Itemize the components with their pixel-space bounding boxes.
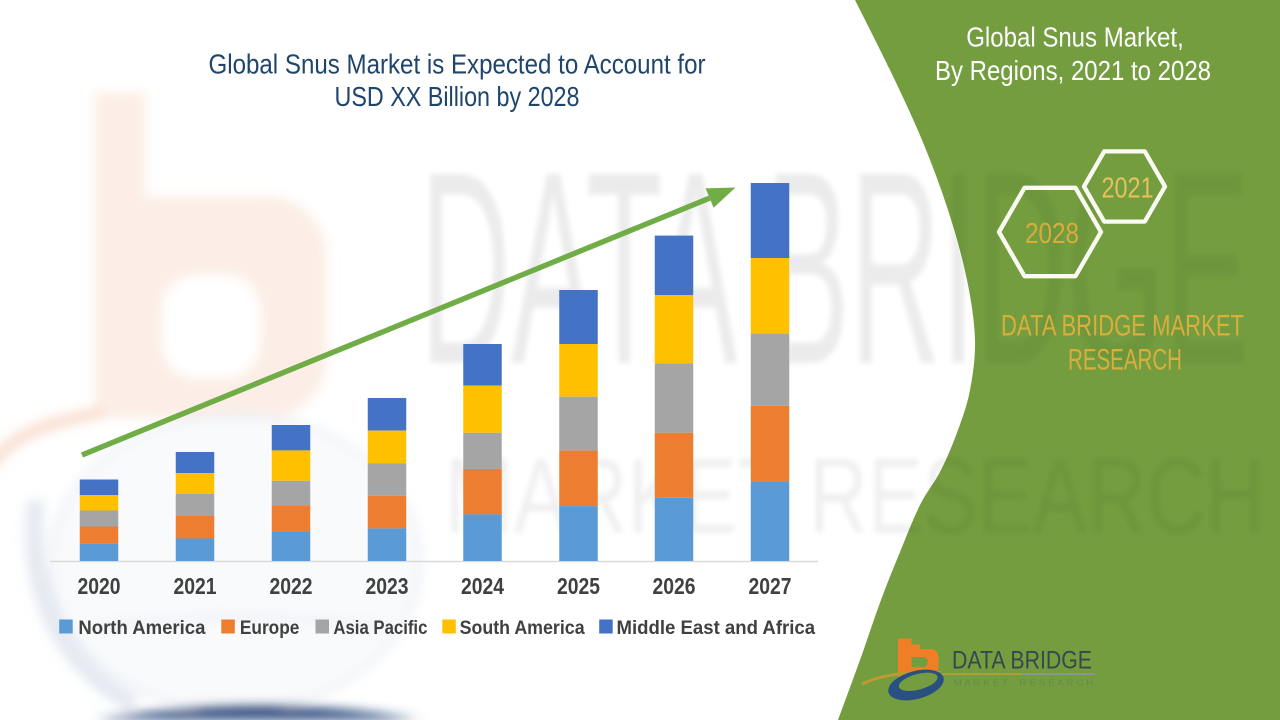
svg-text:North America: North America	[78, 617, 205, 639]
svg-text:MARKET RESEARCH: MARKET RESEARCH	[445, 435, 1265, 556]
svg-text:DATA BRIDGE: DATA BRIDGE	[420, 115, 1249, 422]
svg-text:RESEARCH: RESEARCH	[1068, 343, 1182, 376]
svg-text:Europe: Europe	[240, 617, 300, 639]
svg-text:2026: 2026	[653, 573, 696, 599]
svg-text:USD XX Billion by 2028: USD XX Billion by 2028	[335, 81, 580, 112]
svg-text:2024: 2024	[461, 573, 504, 599]
svg-text:2022: 2022	[270, 573, 313, 599]
svg-text:By Regions, 2021 to 2028: By Regions, 2021 to 2028	[935, 55, 1211, 86]
svg-text:South America: South America	[460, 617, 585, 639]
svg-text:DATA BRIDGE: DATA BRIDGE	[952, 647, 1092, 675]
svg-text:Global Snus Market,: Global Snus Market,	[966, 22, 1184, 53]
svg-text:Asia Pacific: Asia Pacific	[333, 617, 427, 639]
svg-text:2028: 2028	[1025, 218, 1079, 250]
svg-text:DATA BRIDGE MARKET: DATA BRIDGE MARKET	[1001, 309, 1244, 342]
svg-text:Middle East and Africa: Middle East and Africa	[617, 617, 816, 639]
svg-text:2025: 2025	[557, 573, 600, 599]
svg-text:2021: 2021	[174, 573, 217, 599]
svg-text:2023: 2023	[366, 573, 409, 599]
svg-text:2020: 2020	[78, 573, 121, 599]
svg-text:2021: 2021	[1102, 173, 1154, 205]
svg-text:M A R K E T R E S E A R C H: M A R K E T R E S E A R C H	[954, 678, 1094, 688]
svg-text:Global Snus Market is Expected: Global Snus Market is Expected to Accoun…	[209, 49, 706, 80]
svg-text:2027: 2027	[749, 573, 792, 599]
